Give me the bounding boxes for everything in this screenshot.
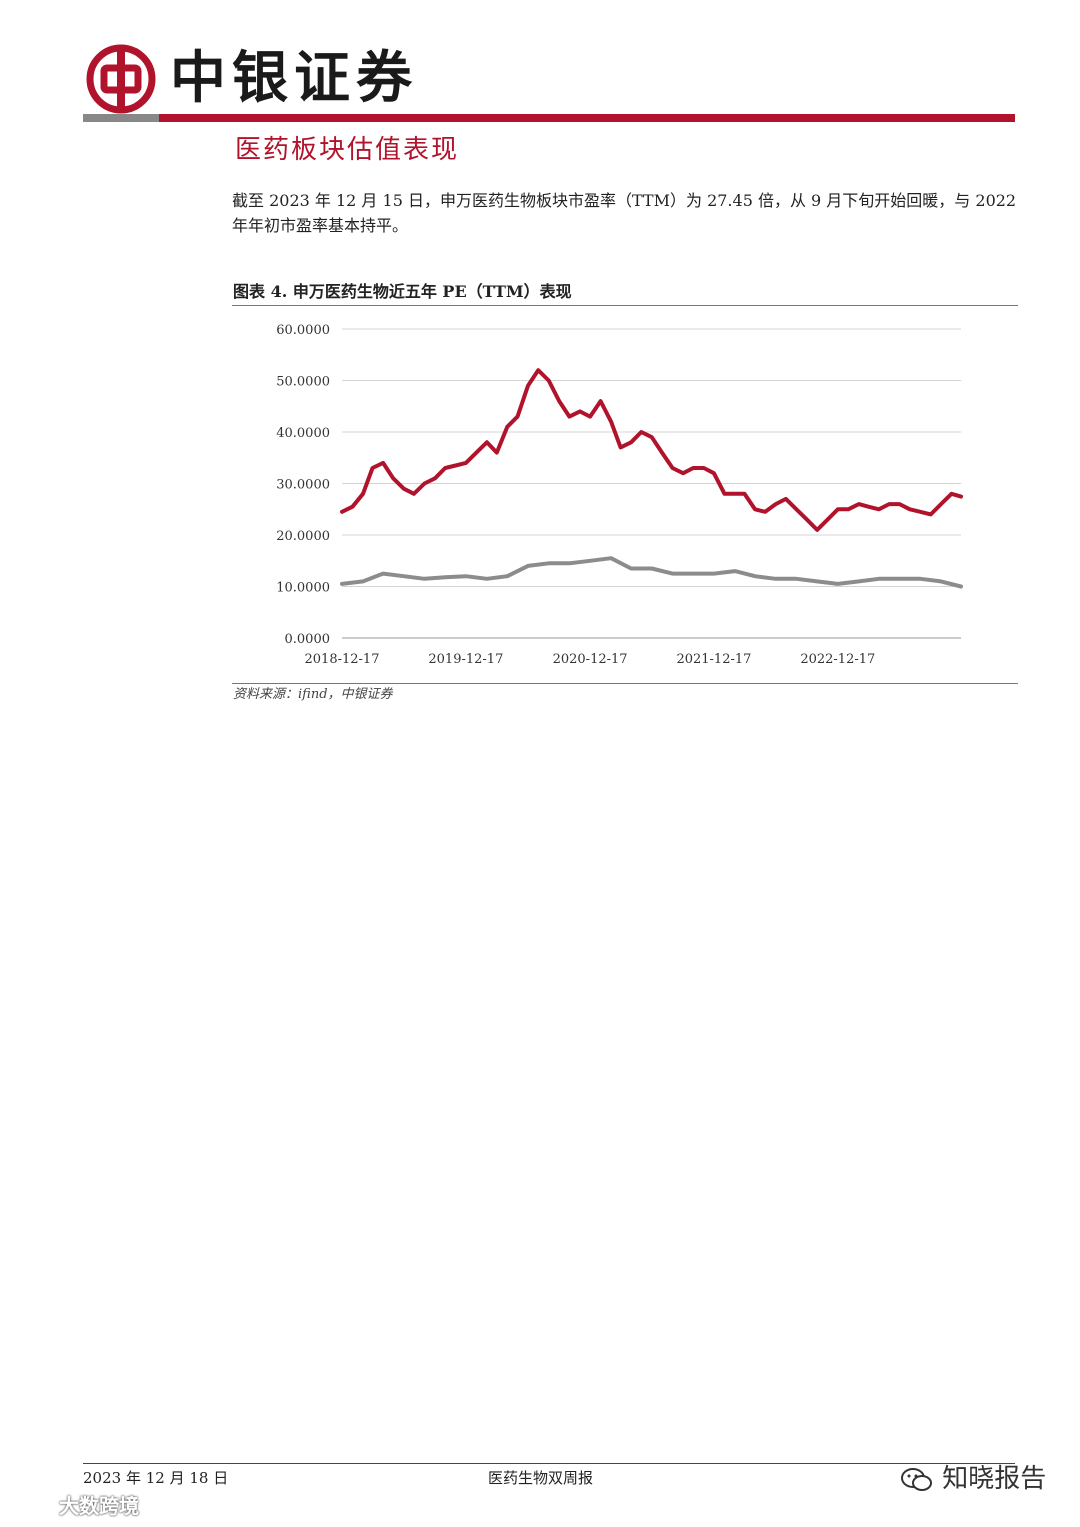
series-line-pharma-pe bbox=[340, 368, 963, 532]
y-tick-label: 60.0000 bbox=[276, 323, 330, 338]
header-bar-red bbox=[159, 114, 1015, 122]
x-tick-label: 2021-12-17 bbox=[676, 652, 751, 667]
series-line-secondary bbox=[340, 556, 963, 589]
x-tick-label: 2019-12-17 bbox=[428, 652, 503, 667]
footer-date: 2023 年 12 月 18 日 bbox=[83, 1469, 229, 1487]
section-title: 医药板块估值表现 bbox=[235, 135, 460, 165]
x-tick-label: 2018-12-17 bbox=[305, 652, 380, 667]
watermark-right-text: 知晓报告 bbox=[942, 1464, 1047, 1494]
y-tick-label: 50.0000 bbox=[276, 375, 330, 390]
y-tick-label: 20.0000 bbox=[276, 529, 330, 544]
y-tick-label: 10.0000 bbox=[276, 581, 330, 596]
wechat-icon bbox=[901, 1467, 932, 1491]
figure-title: 图表 4. 申万医药生物近五年 PE（TTM）表现 bbox=[233, 282, 572, 301]
x-tick-label: 2022-12-17 bbox=[800, 652, 875, 667]
header-bar-grey bbox=[83, 114, 159, 122]
bank-logo-icon bbox=[86, 44, 156, 114]
watermark-left-text: 大数跨境 bbox=[58, 1494, 139, 1518]
y-tick-label: 0.0000 bbox=[285, 632, 331, 647]
y-tick-label: 40.0000 bbox=[276, 426, 330, 441]
figure-top-rule bbox=[232, 305, 1018, 306]
figure-bottom-rule bbox=[232, 683, 1018, 684]
y-tick-label: 30.0000 bbox=[276, 478, 330, 493]
figure-source: 资料来源：ifind，中银证券 bbox=[233, 687, 393, 702]
watermark-left: 大数跨境 bbox=[8, 1492, 139, 1520]
section-paragraph: 截至 2023 年 12 月 15 日，申万医药生物板块市盈率（TTM）为 27… bbox=[232, 191, 1017, 235]
footer-title: 医药生物双周报 bbox=[488, 1469, 594, 1487]
pe-line-chart: 60.0000 50.0000 40.0000 30.0000 20.0000 10.00… bbox=[276, 323, 963, 667]
watermark-right: 知晓报告 bbox=[900, 1462, 1046, 1496]
watermark-logo-icon bbox=[10, 1498, 51, 1517]
brand-name: 中银证券 bbox=[170, 45, 418, 111]
footer-rule bbox=[83, 1463, 1015, 1464]
x-tick-label: 2020-12-17 bbox=[553, 652, 628, 667]
